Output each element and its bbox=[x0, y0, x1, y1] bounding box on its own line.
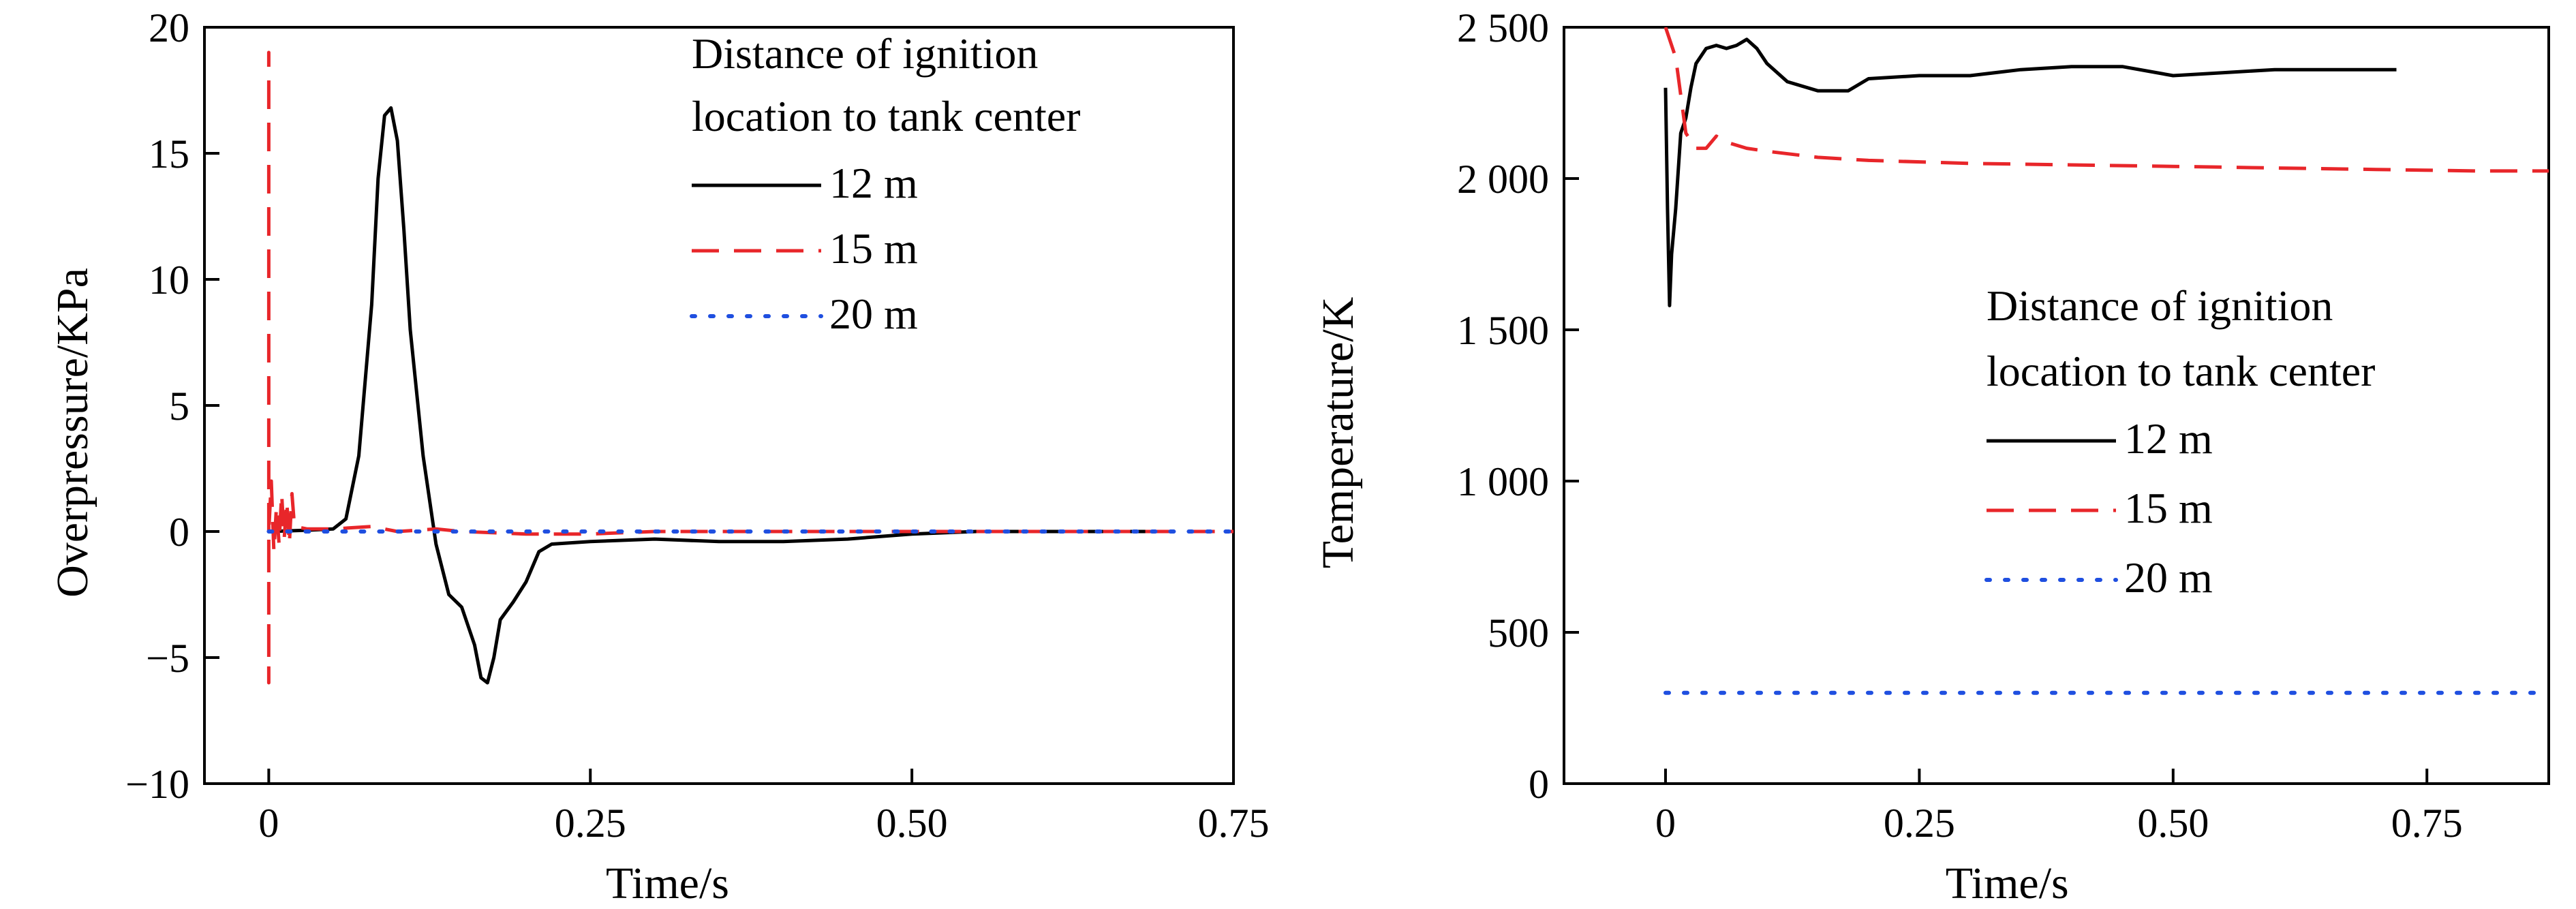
y-tick-label: 20 bbox=[149, 5, 189, 50]
y-tick-label: 10 bbox=[149, 258, 189, 303]
legend-label-12-m: 12 m bbox=[829, 159, 918, 207]
y-tick-label: 0 bbox=[169, 510, 189, 555]
overpressure-chart: −10 −5 0 5 10 15 20 0 0.25 0.50 0.75 Time/s Overpres… bbox=[48, 5, 1270, 908]
y-tick-label: −5 bbox=[146, 636, 189, 681]
x-axis-label: Time/s bbox=[1946, 859, 2069, 908]
legend-label-20-m: 20 m bbox=[829, 290, 918, 338]
y-tick-label: 1 500 bbox=[1457, 308, 1549, 353]
x-axis-label: Time/s bbox=[606, 859, 729, 908]
legend-title-line: location to tank center bbox=[1987, 347, 2375, 395]
x-tick-label: 0.25 bbox=[1884, 801, 1955, 846]
legend-label-15-m: 15 m bbox=[2124, 484, 2213, 532]
y-axis-label: Overpressure/KPa bbox=[48, 268, 97, 598]
legend-label-20-m: 20 m bbox=[2124, 553, 2213, 602]
y-tick-label: 1 000 bbox=[1457, 459, 1549, 504]
legend-title-line: Distance of ignition bbox=[1987, 281, 2333, 330]
legend-label-12-m: 12 m bbox=[2124, 414, 2213, 463]
y-tick-label: 500 bbox=[1488, 611, 1549, 656]
legend: Distance of ignition location to tank cen… bbox=[690, 29, 1080, 338]
x-tick-label: 0.75 bbox=[2391, 801, 2463, 846]
x-tick-label: 0.75 bbox=[1198, 801, 1270, 846]
y-tick-label: 2 000 bbox=[1457, 157, 1549, 202]
y-tick-label: 2 500 bbox=[1457, 5, 1549, 50]
x-tick-label: 0.50 bbox=[2137, 801, 2209, 846]
y-tick-label: 15 bbox=[149, 132, 189, 176]
y-tick-label: 5 bbox=[169, 384, 189, 429]
x-tick-label: 0.50 bbox=[876, 801, 948, 846]
y-tick-label: 0 bbox=[1529, 762, 1549, 807]
legend-label-15-m: 15 m bbox=[829, 224, 918, 273]
legend-title-line: Distance of ignition bbox=[692, 29, 1038, 78]
y-tick-label: −10 bbox=[125, 762, 189, 807]
plot-frame bbox=[1563, 26, 2550, 785]
x-tick-label: 0 bbox=[1655, 801, 1676, 846]
plot-frame bbox=[203, 26, 1235, 785]
temperature-chart: 0 500 1 000 1 500 2 000 2 500 0 0.25 0.50 0.75 Tim… bbox=[1313, 5, 2550, 908]
x-tick-label: 0.25 bbox=[555, 801, 626, 846]
legend: Distance of ignition location to tank cen… bbox=[1984, 281, 2375, 602]
x-tick-label: 0 bbox=[258, 801, 279, 846]
y-axis-label: Temperature/K bbox=[1313, 297, 1363, 569]
series-line-12-m bbox=[269, 106, 1169, 685]
series-line-15-m bbox=[1663, 27, 2549, 173]
legend-title-line: location to tank center bbox=[692, 92, 1080, 140]
series-line-12-m bbox=[1663, 37, 2397, 307]
